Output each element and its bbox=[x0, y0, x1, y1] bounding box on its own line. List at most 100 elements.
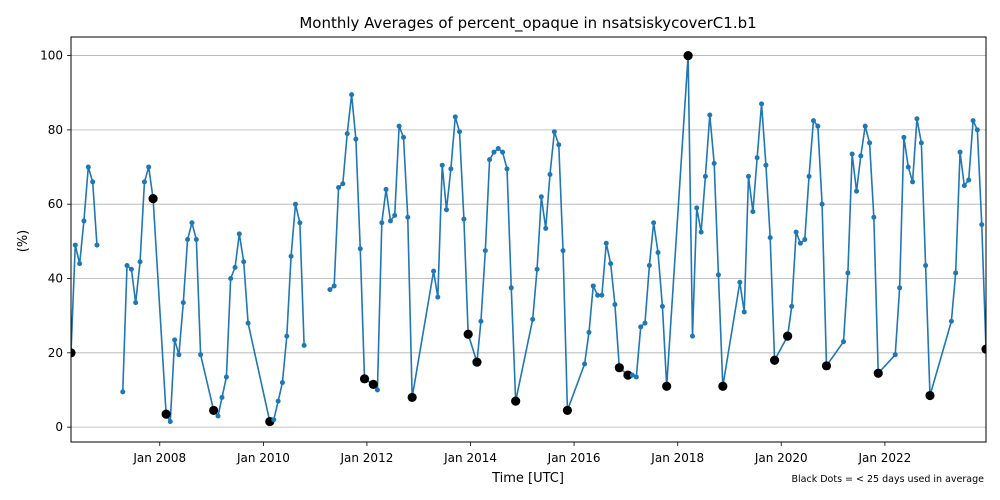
data-point bbox=[228, 276, 234, 282]
data-point bbox=[495, 145, 501, 151]
data-point bbox=[185, 237, 191, 242]
data-point bbox=[547, 171, 553, 177]
data-point bbox=[504, 166, 510, 172]
flagged-point bbox=[662, 381, 672, 391]
y-tick-label: 80 bbox=[48, 123, 63, 137]
data-point bbox=[551, 129, 557, 135]
data-point bbox=[133, 300, 139, 306]
data-point bbox=[910, 179, 916, 185]
flagged-point bbox=[769, 355, 780, 365]
data-point bbox=[642, 320, 648, 326]
data-point bbox=[340, 181, 346, 187]
data-point bbox=[431, 268, 437, 274]
data-point bbox=[72, 242, 78, 248]
x-axis: Jan 2008 Jan 2010 Jan 2012 Jan 2014 Jan 2016… bbox=[132, 442, 911, 465]
data-point bbox=[439, 162, 445, 168]
x-tick-label: Jan 2012 bbox=[339, 451, 393, 465]
flagged-point bbox=[925, 390, 935, 401]
data-point bbox=[741, 309, 747, 315]
data-point bbox=[845, 270, 851, 276]
data-point bbox=[715, 272, 721, 278]
data-point bbox=[94, 242, 100, 248]
flagged-point bbox=[873, 368, 883, 378]
data-point bbox=[331, 283, 337, 289]
y-tick-label: 100 bbox=[40, 49, 63, 63]
flagged-point bbox=[71, 348, 76, 358]
data-point bbox=[327, 287, 333, 293]
data-point bbox=[137, 259, 143, 265]
data-point bbox=[862, 123, 868, 129]
data-point bbox=[806, 173, 812, 179]
data-point bbox=[802, 237, 808, 242]
data-point bbox=[443, 207, 449, 213]
data-point bbox=[750, 209, 756, 215]
x-tick-label: Jan 2008 bbox=[132, 451, 186, 465]
data-point bbox=[193, 237, 199, 242]
series-line bbox=[121, 166, 305, 423]
data-point bbox=[379, 220, 385, 226]
data-point bbox=[357, 246, 363, 252]
data-point bbox=[966, 177, 972, 183]
data-point bbox=[767, 235, 773, 241]
data-point bbox=[336, 184, 342, 190]
data-point bbox=[491, 149, 497, 155]
data-point bbox=[582, 361, 588, 367]
data-point bbox=[638, 324, 644, 330]
data-point bbox=[198, 352, 204, 358]
flagged-point bbox=[359, 374, 370, 384]
data-point bbox=[383, 186, 389, 192]
data-point bbox=[797, 240, 803, 246]
data-point bbox=[754, 155, 760, 161]
data-point bbox=[633, 374, 639, 380]
flagged-point bbox=[463, 329, 473, 339]
data-point bbox=[608, 261, 614, 267]
data-point bbox=[349, 92, 355, 98]
flagged-point bbox=[614, 363, 624, 373]
data-point bbox=[478, 318, 484, 324]
data-point bbox=[858, 153, 864, 159]
plot-area bbox=[71, 50, 986, 427]
x-axis-label: Time [UTC] bbox=[491, 471, 564, 486]
data-point bbox=[392, 212, 398, 218]
data-point bbox=[508, 285, 514, 291]
data-point bbox=[353, 136, 359, 142]
data-point bbox=[288, 253, 294, 259]
data-point bbox=[759, 101, 765, 107]
x-tick-label: Jan 2016 bbox=[547, 451, 601, 465]
data-point bbox=[810, 118, 816, 124]
data-point bbox=[737, 279, 743, 285]
data-point bbox=[897, 285, 903, 291]
y-tick-label: 20 bbox=[48, 346, 63, 360]
x-tick-label: Jan 2018 bbox=[650, 451, 704, 465]
data-point bbox=[396, 123, 402, 129]
data-point bbox=[849, 151, 855, 157]
x-tick-label: Jan 2014 bbox=[443, 451, 497, 465]
chart-title: Monthly Averages of percent_opaque in ns… bbox=[299, 14, 756, 33]
data-point bbox=[655, 250, 661, 256]
data-point bbox=[979, 222, 985, 228]
data-point bbox=[763, 162, 769, 168]
data-point bbox=[543, 225, 549, 231]
data-point bbox=[560, 248, 566, 254]
data-point bbox=[452, 114, 458, 120]
data-point bbox=[279, 380, 285, 386]
data-point bbox=[957, 149, 963, 155]
data-point bbox=[961, 183, 967, 189]
data-point bbox=[236, 231, 242, 237]
flag-note: Black Dots = < 25 days used in average bbox=[792, 474, 985, 485]
data-point bbox=[534, 266, 540, 272]
data-point bbox=[918, 140, 924, 146]
data-point bbox=[595, 292, 601, 298]
data-point bbox=[245, 320, 251, 326]
data-point bbox=[297, 220, 303, 226]
data-point bbox=[840, 339, 846, 345]
data-point bbox=[241, 259, 247, 265]
data-point bbox=[905, 164, 911, 170]
data-point bbox=[215, 413, 221, 419]
data-point bbox=[612, 302, 618, 308]
data-point bbox=[232, 264, 238, 270]
data-point bbox=[146, 164, 152, 170]
data-point bbox=[344, 131, 350, 137]
data-point bbox=[707, 112, 713, 118]
data-point bbox=[970, 118, 976, 124]
